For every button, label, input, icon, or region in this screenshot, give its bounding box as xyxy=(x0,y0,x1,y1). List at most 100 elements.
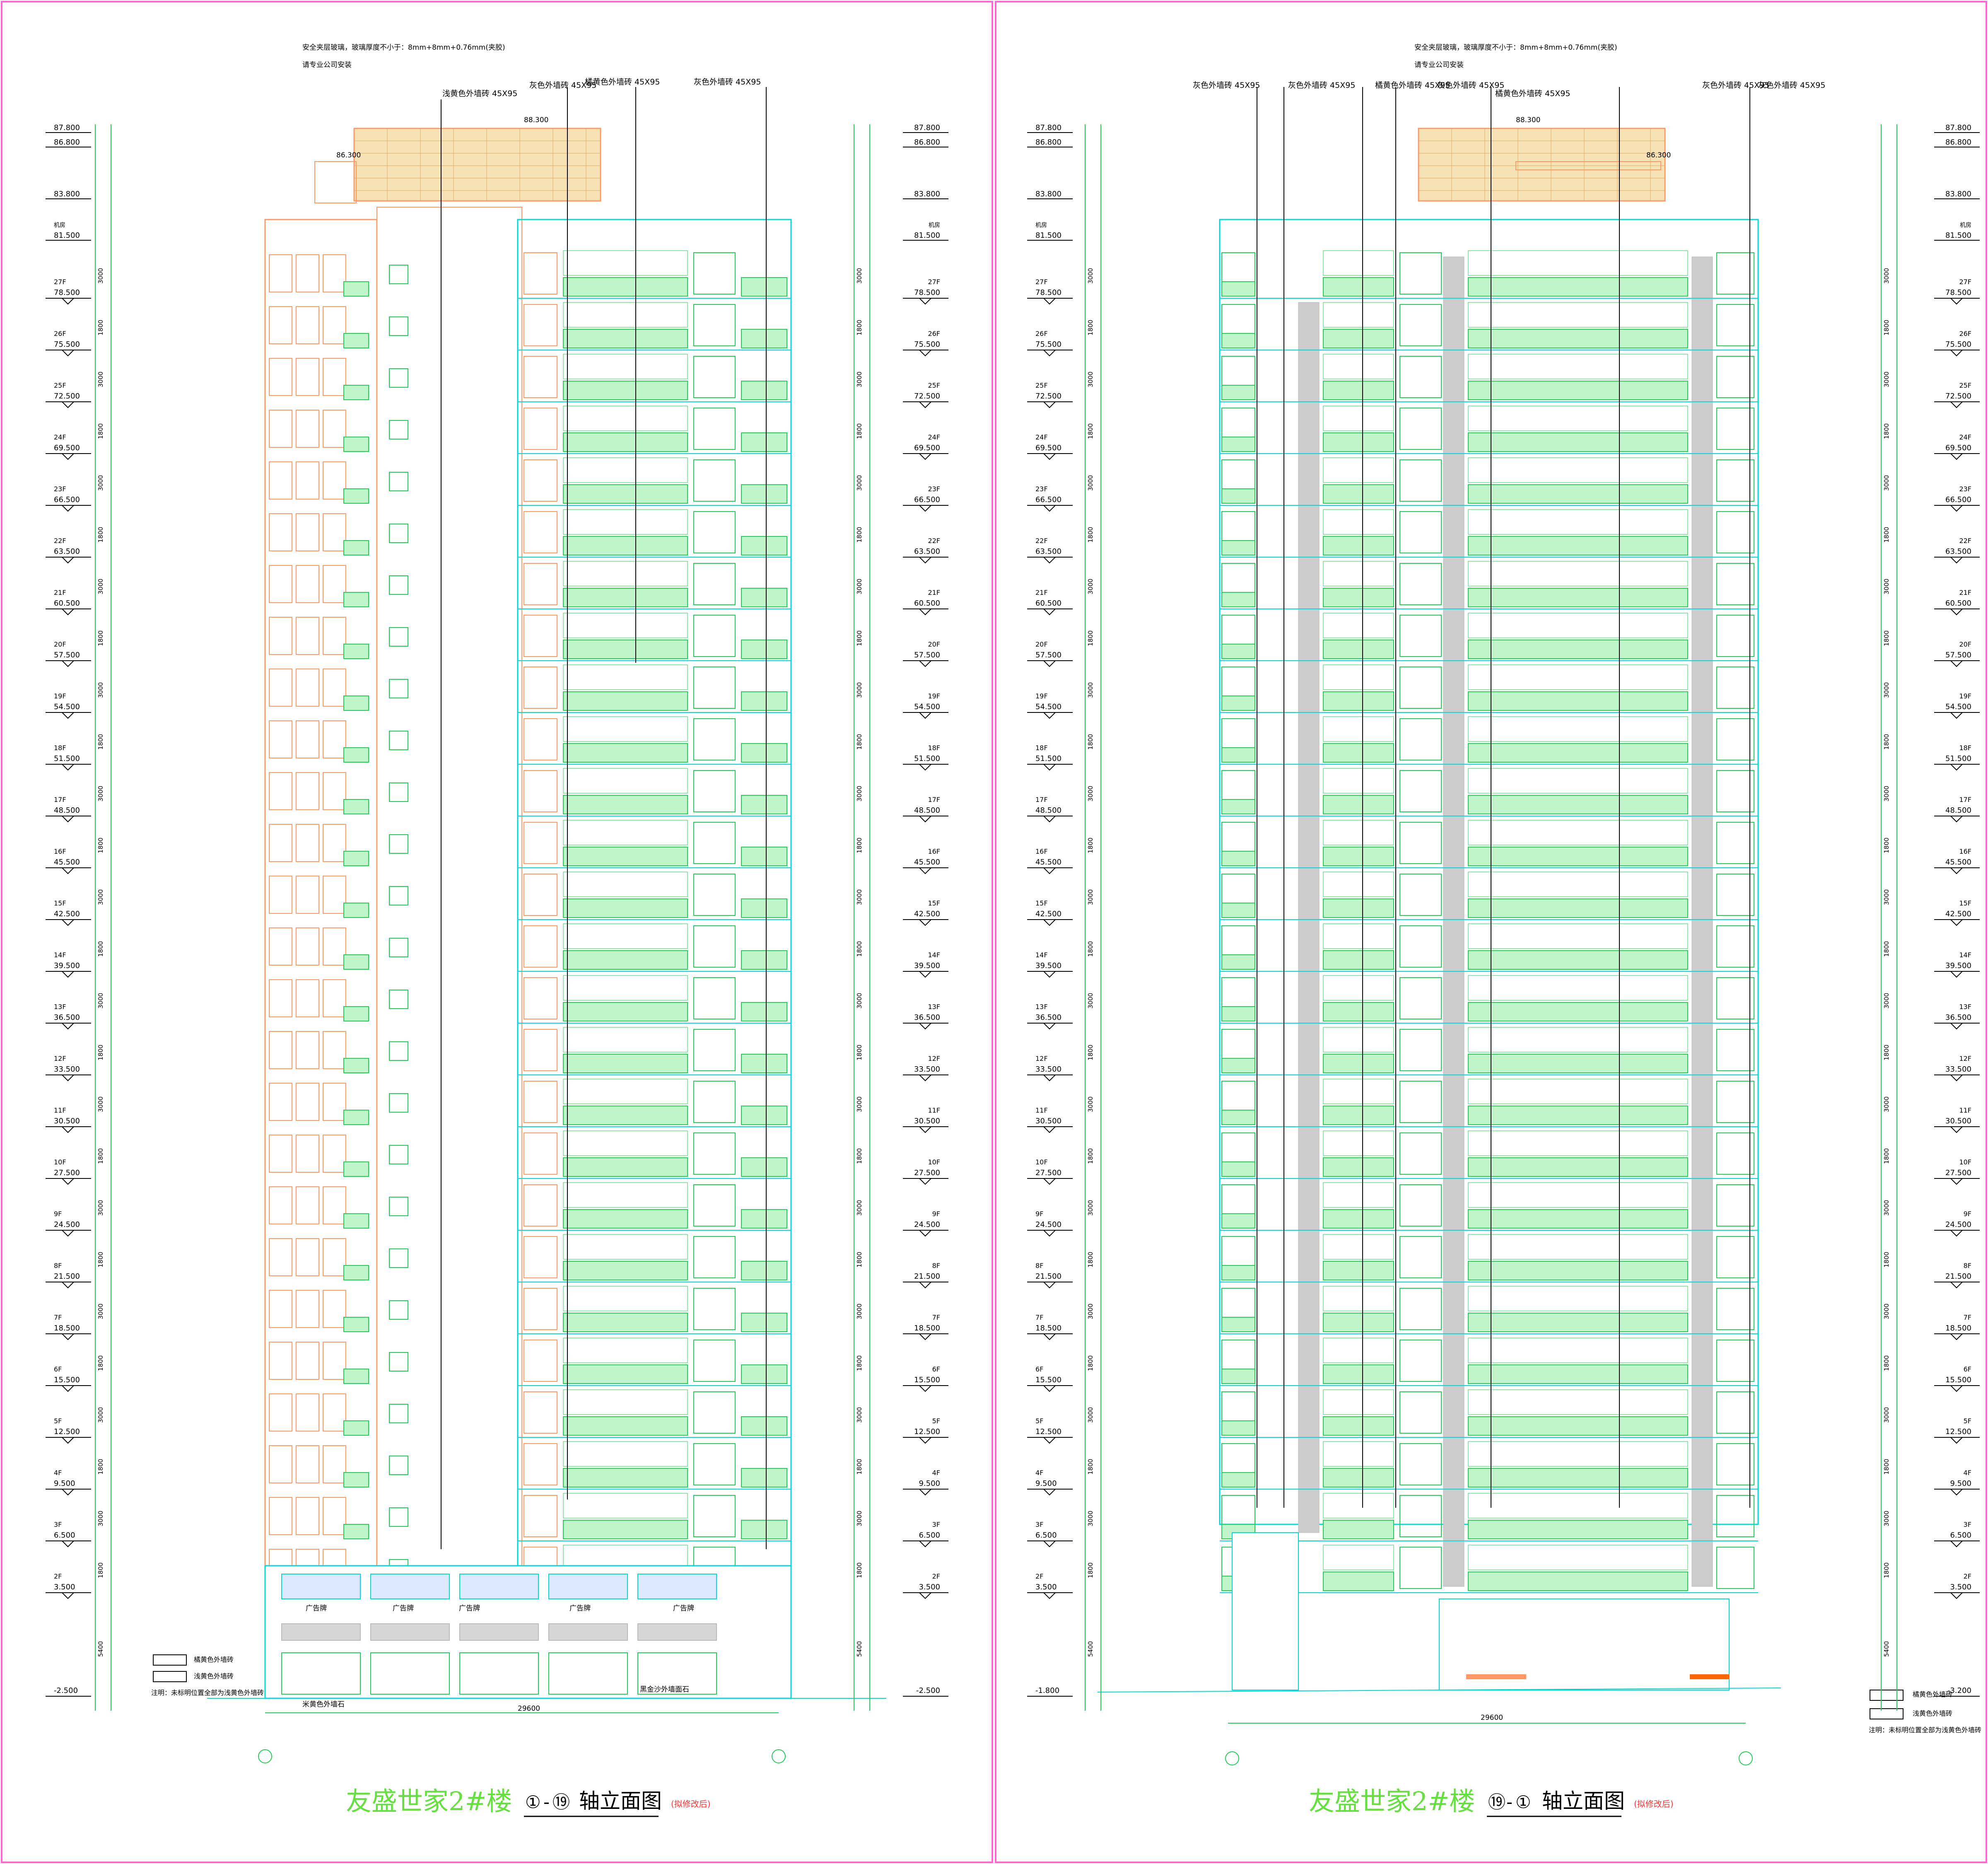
floor-height-dim: 3000 xyxy=(1883,372,1890,387)
left-ad-4: 广告牌 xyxy=(569,1604,591,1613)
left-window-orange xyxy=(269,669,292,707)
right-window-green xyxy=(1399,511,1442,553)
level-marker xyxy=(919,350,931,357)
left-window-orange xyxy=(323,1238,346,1276)
level-marker xyxy=(62,660,74,667)
right-balcony xyxy=(1323,1416,1394,1436)
right-window-green xyxy=(1468,1545,1688,1570)
level-elevation: 36.500 xyxy=(54,1013,80,1022)
level-marker xyxy=(919,712,931,719)
level-floor-label: 11F xyxy=(928,1106,940,1114)
left-window-green xyxy=(563,768,688,794)
level-elevation: 63.500 xyxy=(1035,547,1062,556)
right-balcony xyxy=(1468,1468,1688,1487)
floor-height-dim: 3000 xyxy=(97,579,104,594)
left-window-green xyxy=(563,872,688,897)
level-elevation: 12.500 xyxy=(1945,1427,1971,1436)
level-marker xyxy=(919,1230,931,1237)
level-elevation: 15.500 xyxy=(1945,1376,1971,1384)
left-ad-3: 广告牌 xyxy=(459,1604,480,1613)
left-window-orange xyxy=(296,410,319,448)
left-core-window xyxy=(389,782,408,802)
left-window-orange xyxy=(296,824,319,862)
level-marker xyxy=(919,971,931,978)
level-marker xyxy=(919,298,931,305)
floor-height-dim: 1800 xyxy=(1087,1459,1094,1475)
right-window-green xyxy=(1716,1340,1754,1382)
left-ad-5: 广告牌 xyxy=(673,1604,694,1613)
left-window-orange xyxy=(323,1135,346,1173)
left-window-orange xyxy=(296,1238,319,1276)
right-window-green xyxy=(1399,1547,1442,1589)
right-balcony xyxy=(1221,644,1255,659)
right-balcony xyxy=(1468,329,1688,348)
level-marker xyxy=(1043,1385,1056,1392)
floor-height-dim: 1800 xyxy=(1087,423,1094,439)
left-balcony xyxy=(741,1520,787,1539)
floor-height-dim: 1800 xyxy=(1883,734,1890,750)
left-balcony xyxy=(343,954,369,970)
level-marker xyxy=(919,1074,931,1082)
level-marker xyxy=(919,867,931,874)
right-window-green xyxy=(1716,1495,1754,1537)
right-window-green xyxy=(1399,1340,1442,1382)
level-marker xyxy=(1043,1489,1056,1496)
level-floor-label: 14F xyxy=(54,951,66,959)
level-floor-label: 19F xyxy=(928,692,940,700)
right-balcony xyxy=(1323,1157,1394,1177)
left-balcony xyxy=(343,1213,369,1229)
right-window-green xyxy=(1399,1495,1442,1537)
level-marker xyxy=(1043,557,1056,564)
right-balcony xyxy=(1221,954,1255,970)
left-window-orange xyxy=(269,1342,292,1380)
level-marker xyxy=(62,1592,74,1599)
right-base xyxy=(1232,1532,1299,1690)
left-window-green xyxy=(693,356,736,398)
left-window-orange xyxy=(269,1497,292,1535)
right-window-green xyxy=(1468,561,1688,587)
level-elevation: 15.500 xyxy=(54,1376,80,1384)
level-floor-label: 20F xyxy=(1959,640,1971,648)
left-window-orange xyxy=(524,874,557,916)
left-podium-shopfront xyxy=(637,1652,717,1695)
left-window-orange xyxy=(323,461,346,500)
right-window-green xyxy=(1323,354,1394,379)
floor-height-dim: 1800 xyxy=(1087,941,1094,957)
level-marker xyxy=(919,1333,931,1340)
left-podium-band xyxy=(281,1623,361,1641)
right-balcony xyxy=(1221,851,1255,866)
left-window-orange xyxy=(269,720,292,758)
left-window-orange xyxy=(269,1393,292,1432)
floor-height-dim: 3000 xyxy=(1087,475,1094,491)
level-floor-label: 8F xyxy=(1964,1262,1971,1270)
left-balcony xyxy=(343,1006,369,1021)
level-floor-label: 8F xyxy=(932,1262,940,1270)
right-window-green xyxy=(1716,874,1754,916)
left-window-orange xyxy=(524,1236,557,1278)
left-legend-2: 浅黄色外墙砖 xyxy=(194,1672,234,1680)
level-floor-label: 5F xyxy=(54,1417,62,1425)
right-balcony xyxy=(1323,1572,1394,1591)
left-core-window xyxy=(389,627,408,647)
level-elevation: 87.800 xyxy=(54,123,80,132)
floor-height-dim: 3000 xyxy=(1087,1096,1094,1112)
level-elevation: 6.500 xyxy=(1035,1531,1057,1540)
right-window-green xyxy=(1716,304,1754,346)
level-elevation: 42.500 xyxy=(1945,910,1971,918)
level-elevation: 83.800 xyxy=(1035,190,1062,198)
left-bottom-callout-2: 黑金沙外墙面石 xyxy=(640,1685,689,1694)
floor-height-dim: 1800 xyxy=(1883,1355,1890,1371)
right-window-green xyxy=(1399,1081,1442,1123)
left-window-green xyxy=(693,1391,736,1434)
left-core-window xyxy=(389,1456,408,1475)
right-window-green xyxy=(1399,1184,1442,1227)
level-elevation: 86.800 xyxy=(1035,138,1062,147)
level-elevation: 33.500 xyxy=(1945,1065,1971,1074)
left-window-orange xyxy=(524,770,557,812)
right-entrance-step xyxy=(1690,1674,1729,1679)
right-balcony xyxy=(1468,381,1688,400)
floor-height-dim: 1800 xyxy=(856,1459,863,1475)
right-window-green xyxy=(1323,1545,1394,1570)
